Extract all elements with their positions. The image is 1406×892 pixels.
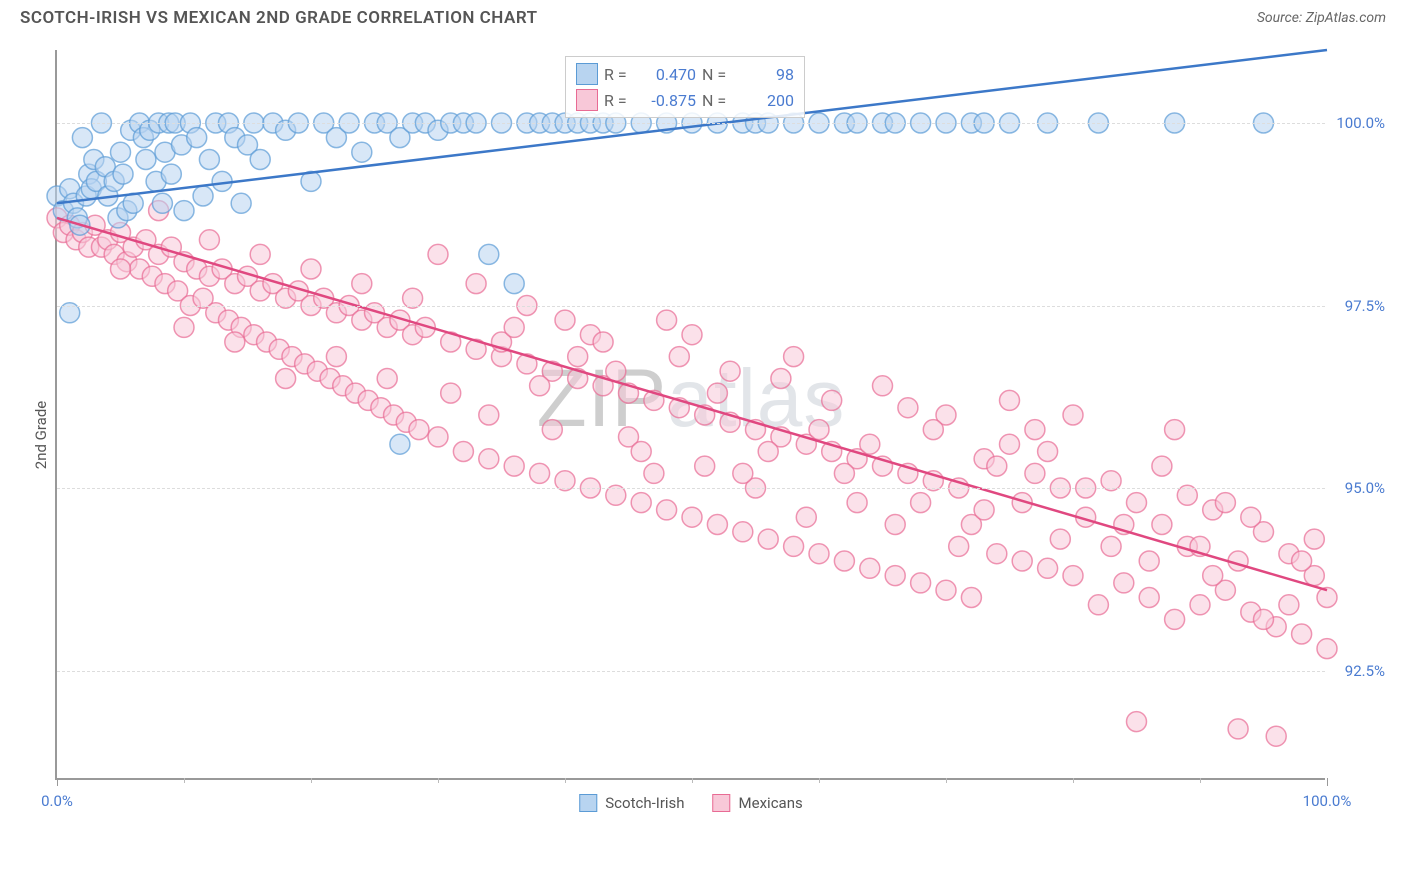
r-label: R = — [604, 91, 636, 110]
ytick-label: 100.0% — [1336, 114, 1385, 132]
stats-row-scotch-irish: R = 0.470 N = 98 — [576, 61, 794, 87]
xtick-minor — [692, 778, 693, 783]
xtick-minor — [565, 778, 566, 783]
xtick-minor — [1200, 778, 1201, 783]
n-label: N = — [702, 65, 734, 84]
n-label: N = — [702, 91, 734, 110]
xtick-minor — [311, 778, 312, 783]
y-axis-label: 2nd Grade — [32, 401, 50, 469]
gridline-h — [57, 123, 1325, 124]
stats-swatch-mexicans — [576, 89, 598, 111]
r-value-scotch-irish: 0.470 — [642, 65, 696, 84]
stats-swatch-scotch-irish — [576, 63, 598, 85]
legend-swatch-scotch-irish — [579, 794, 597, 812]
legend-item-mexicans: Mexicans — [713, 794, 803, 812]
plot-area: ZIPatlas R = 0.470 N = 98 R = -0.875 N =… — [55, 50, 1325, 780]
correlation-stats-box: R = 0.470 N = 98 R = -0.875 N = 200 — [565, 56, 805, 118]
xtick-minor — [819, 778, 820, 783]
r-label: R = — [604, 65, 636, 84]
ytick-label: 95.0% — [1345, 479, 1385, 497]
ytick-label: 92.5% — [1345, 662, 1385, 680]
gridline-h — [57, 671, 1325, 672]
ytick-label: 97.5% — [1345, 297, 1385, 315]
legend: Scotch-Irish Mexicans — [579, 794, 802, 812]
xtick-label: 0.0% — [41, 792, 73, 810]
xtick-minor — [946, 778, 947, 783]
chart-title: SCOTCH-IRISH VS MEXICAN 2ND GRADE CORREL… — [20, 8, 538, 28]
legend-label-scotch-irish: Scotch-Irish — [605, 794, 684, 812]
n-value-mexicans: 200 — [740, 91, 794, 110]
xtick-minor — [438, 778, 439, 783]
gridline-h — [57, 488, 1325, 489]
legend-label-mexicans: Mexicans — [739, 794, 803, 812]
legend-swatch-mexicans — [713, 794, 731, 812]
legend-item-scotch-irish: Scotch-Irish — [579, 794, 684, 812]
stats-row-mexicans: R = -0.875 N = 200 — [576, 87, 794, 113]
xtick — [1327, 778, 1328, 786]
n-value-scotch-irish: 98 — [740, 65, 794, 84]
r-value-mexicans: -0.875 — [642, 91, 696, 110]
gridline-h — [57, 306, 1325, 307]
xtick — [57, 778, 58, 786]
chart-container: 2nd Grade ZIPatlas R = 0.470 N = 98 R = … — [55, 50, 1385, 820]
xtick-minor — [184, 778, 185, 783]
xtick-minor — [1073, 778, 1074, 783]
source-attribution: Source: ZipAtlas.com — [1257, 10, 1386, 26]
xtick-label: 100.0% — [1303, 792, 1352, 810]
